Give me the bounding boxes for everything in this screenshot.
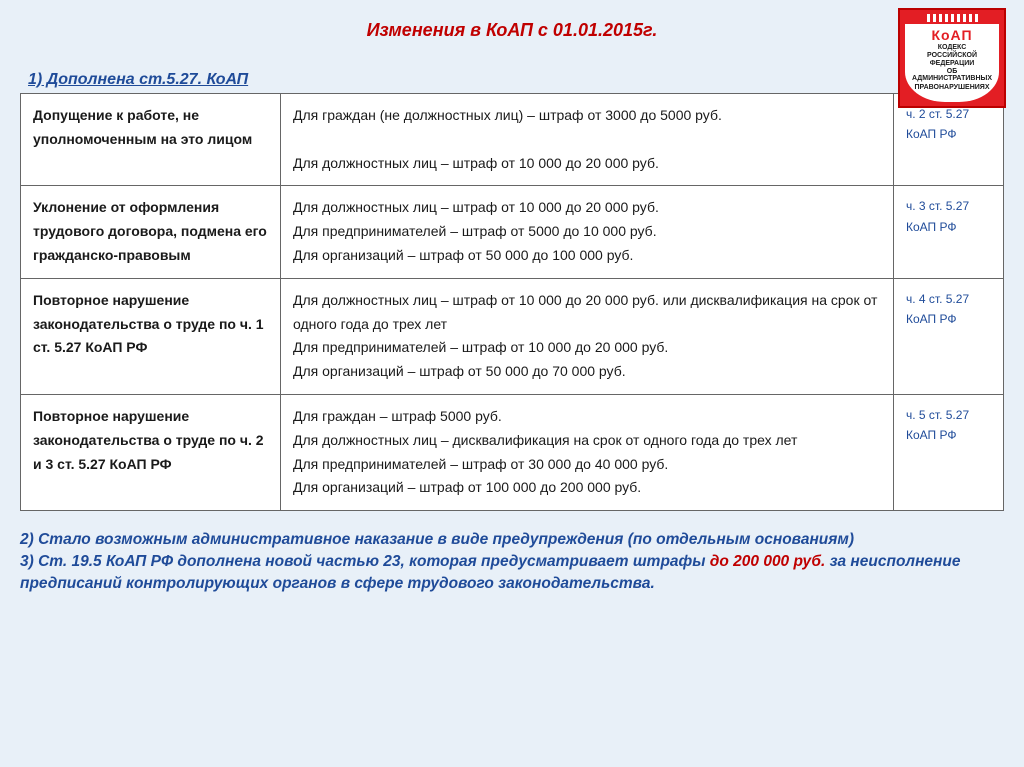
cell-ref: ч. 3 ст. 5.27 КоАП РФ xyxy=(894,186,1004,278)
logo-bars xyxy=(927,14,978,22)
note-2: 2) Стало возможным административное нака… xyxy=(20,529,1004,551)
cell-ref: ч. 4 ст. 5.27 КоАП РФ xyxy=(894,278,1004,394)
table-row: Повторное нарушение законодательства о т… xyxy=(21,278,1004,394)
cell-violation: Допущение к работе, не уполномоченным на… xyxy=(21,94,281,186)
table-row: Допущение к работе, не уполномоченным на… xyxy=(21,94,1004,186)
table-row: Повторное нарушение законодательства о т… xyxy=(21,394,1004,510)
logo-sub2: РОССИЙСКОЙ ФЕДЕРАЦИИ xyxy=(907,52,997,67)
cell-penalty: Для граждан (не должностных лиц) – штраф… xyxy=(281,94,894,186)
page-title: Изменения в КоАП с 01.01.2015г. xyxy=(20,20,1004,41)
footer-notes: 2) Стало возможным административное нака… xyxy=(20,529,1004,594)
note-3: 3) Ст. 19.5 КоАП РФ дополнена новой част… xyxy=(20,551,1004,594)
cell-violation: Повторное нарушение законодательства о т… xyxy=(21,394,281,510)
koap-logo: КоАП КОДЕКС РОССИЙСКОЙ ФЕДЕРАЦИИ ОБ АДМИ… xyxy=(898,8,1006,108)
koap-table: Допущение к работе, не уполномоченным на… xyxy=(20,93,1004,511)
cell-violation: Уклонение от оформления трудового догово… xyxy=(21,186,281,278)
cell-penalty: Для граждан – штраф 5000 руб.Для должнос… xyxy=(281,394,894,510)
logo-sub3: ОБ АДМИНИСТРАТИВНЫХ xyxy=(907,68,997,83)
logo-sub4: ПРАВОНАРУШЕНИЯХ xyxy=(915,84,990,91)
cell-ref: ч. 5 ст. 5.27 КоАП РФ xyxy=(894,394,1004,510)
cell-penalty: Для должностных лиц – штраф от 10 000 до… xyxy=(281,278,894,394)
note-3a: 3) Ст. 19.5 КоАП РФ дополнена новой част… xyxy=(20,553,710,570)
cell-penalty: Для должностных лиц – штраф от 10 000 до… xyxy=(281,186,894,278)
section-subtitle: 1) Дополнена ст.5.27. КоАП xyxy=(20,71,1004,89)
table-row: Уклонение от оформления трудового догово… xyxy=(21,186,1004,278)
cell-violation: Повторное нарушение законодательства о т… xyxy=(21,278,281,394)
logo-title: КоАП xyxy=(931,27,972,43)
logo-shield: КоАП КОДЕКС РОССИЙСКОЙ ФЕДЕРАЦИИ ОБ АДМИ… xyxy=(905,24,999,102)
logo-sub1: КОДЕКС xyxy=(938,44,967,51)
note-3-red: до 200 000 руб. xyxy=(710,553,825,570)
